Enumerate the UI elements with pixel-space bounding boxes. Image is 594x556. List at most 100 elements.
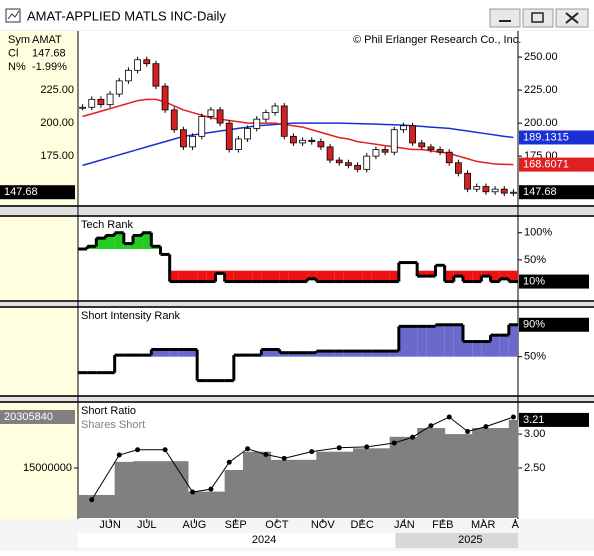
rank-tag-box xyxy=(519,274,589,289)
candle xyxy=(500,188,508,194)
candle xyxy=(473,186,481,190)
band-fill xyxy=(279,270,289,282)
ratio-area xyxy=(316,451,326,518)
band-fill xyxy=(353,270,363,282)
ratio-area xyxy=(215,491,226,518)
band-fill xyxy=(481,270,491,277)
ma-tag-box xyxy=(519,130,594,145)
ratio-area xyxy=(426,428,436,518)
shares-point xyxy=(428,423,434,429)
candle xyxy=(418,142,426,148)
band-fill xyxy=(316,270,326,282)
band-fill xyxy=(224,270,234,282)
maximize-button[interactable] xyxy=(522,8,554,28)
candle xyxy=(308,139,316,143)
band-fill xyxy=(288,270,298,282)
ratio-area xyxy=(325,451,336,518)
band-fill xyxy=(261,270,271,282)
candle xyxy=(207,109,215,117)
shares-point xyxy=(263,452,269,458)
window-title: AMAT-APPLIED MATLS INC-Daily xyxy=(27,8,226,23)
ratio-area xyxy=(96,495,106,518)
band-fill xyxy=(499,335,509,357)
shares-point xyxy=(510,414,516,420)
info-value: AMAT xyxy=(32,34,62,46)
band-fill xyxy=(490,335,500,357)
band-fill xyxy=(343,270,353,282)
x-tick-label: AUG xyxy=(182,519,206,531)
candle xyxy=(299,139,306,144)
candle xyxy=(455,162,462,174)
candle xyxy=(290,135,297,144)
ratio-area xyxy=(142,461,152,518)
band-fill xyxy=(307,352,317,357)
candle xyxy=(326,146,334,161)
x-tick-label: DEC xyxy=(351,519,374,531)
legend-entry: Shares Short xyxy=(81,419,145,431)
band-fill xyxy=(197,270,207,282)
candle xyxy=(235,138,242,150)
shares-point xyxy=(336,445,342,451)
ratio-area xyxy=(298,459,308,518)
candle xyxy=(88,98,96,108)
candle xyxy=(464,172,471,190)
band-fill xyxy=(169,270,179,282)
ratio-area xyxy=(408,436,418,518)
rank-tag: 10% xyxy=(523,275,545,287)
band-fill xyxy=(270,349,280,357)
band-fill xyxy=(472,341,482,357)
ratio-area xyxy=(243,451,253,518)
shares-point xyxy=(281,455,287,461)
candle xyxy=(143,59,151,65)
ratio-area xyxy=(463,434,473,518)
ratio-area xyxy=(481,428,491,518)
candle xyxy=(510,191,517,194)
ratio-area xyxy=(114,461,125,518)
band-fill xyxy=(353,351,363,357)
shares-point xyxy=(446,414,452,420)
candle xyxy=(363,155,371,170)
y-tick-label: 50% xyxy=(524,254,546,266)
band-fill xyxy=(188,349,198,357)
y-tick-label-left: 200.00 xyxy=(40,117,74,129)
ratio-area xyxy=(353,448,363,518)
candle xyxy=(106,93,114,106)
candle xyxy=(271,105,279,113)
minimize-button[interactable] xyxy=(489,8,521,28)
band-fill xyxy=(343,351,353,357)
y-tick-label: 250.00 xyxy=(524,51,558,63)
band-fill xyxy=(490,270,500,282)
ratio-area xyxy=(105,495,116,518)
band-fill xyxy=(169,349,179,357)
y-tick-label: 225.00 xyxy=(524,84,558,96)
shares-point xyxy=(162,447,168,453)
shares-point xyxy=(410,434,416,440)
ratio-area xyxy=(252,451,262,518)
ratio-area xyxy=(78,495,88,518)
candle xyxy=(198,116,206,137)
candle xyxy=(262,112,270,120)
band-fill xyxy=(334,270,344,282)
ratio-area xyxy=(499,428,510,518)
shares-point xyxy=(208,486,214,492)
ratio-area xyxy=(206,491,216,518)
price-tag-box xyxy=(519,185,594,200)
ratio-area xyxy=(334,451,345,518)
year-label: 2024 xyxy=(252,534,276,546)
shares-point xyxy=(483,424,489,430)
band-fill xyxy=(380,270,390,282)
ratio-area xyxy=(197,491,207,518)
candle xyxy=(225,122,233,150)
year-label: 2025 xyxy=(458,534,482,546)
band-fill xyxy=(398,326,408,357)
candle xyxy=(244,128,251,140)
shares-tag-box xyxy=(0,409,75,424)
shares-point xyxy=(190,489,196,495)
candle xyxy=(115,80,123,95)
band-fill xyxy=(334,351,344,357)
x-tick-label: JAN xyxy=(394,519,415,531)
band-fill xyxy=(316,351,326,357)
ma-tag: 189.1315 xyxy=(523,131,569,143)
shares-point xyxy=(391,440,397,446)
band-fill xyxy=(508,270,518,282)
